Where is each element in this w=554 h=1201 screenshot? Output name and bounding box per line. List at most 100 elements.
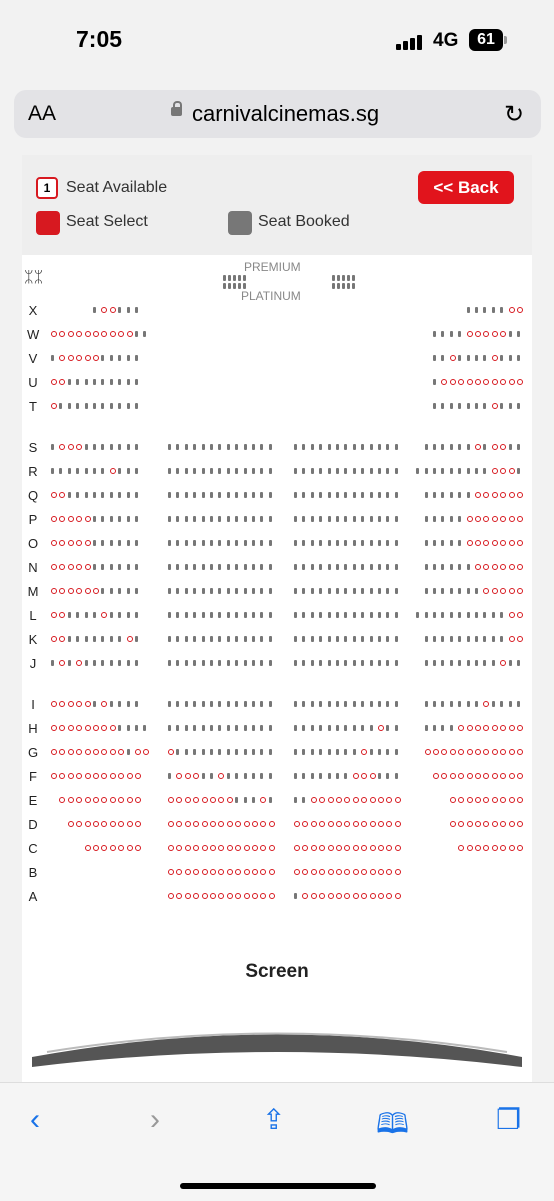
seat-available[interactable] — [235, 869, 242, 875]
seat-available[interactable] — [302, 821, 309, 827]
seat-available[interactable] — [176, 845, 183, 851]
seat-available[interactable] — [449, 773, 456, 779]
seat-available[interactable] — [59, 564, 66, 570]
seat-available[interactable] — [135, 773, 141, 779]
seat-available[interactable] — [441, 379, 448, 385]
seat-available[interactable] — [319, 797, 326, 803]
seat-available[interactable] — [508, 588, 515, 594]
seat-available[interactable] — [500, 379, 507, 385]
seat-available[interactable] — [336, 869, 342, 875]
seat-available[interactable] — [500, 773, 507, 779]
seat-available[interactable] — [51, 564, 57, 570]
url-text[interactable]: carnivalcinemas.sg — [192, 101, 380, 126]
seat-available[interactable] — [386, 893, 393, 899]
seat-available[interactable] — [84, 749, 91, 755]
seat-available[interactable] — [319, 869, 326, 875]
seat-available[interactable] — [101, 749, 108, 755]
seat-available[interactable] — [319, 845, 326, 851]
seat-available[interactable] — [508, 612, 515, 618]
seat-available[interactable] — [218, 845, 225, 851]
seat-available[interactable] — [517, 821, 523, 827]
seat-available[interactable] — [483, 588, 490, 594]
seat-available[interactable] — [508, 468, 515, 474]
seat-available[interactable] — [59, 444, 66, 450]
seat-available[interactable] — [93, 725, 99, 731]
seat-available[interactable] — [517, 749, 523, 755]
seat-available[interactable] — [210, 893, 216, 899]
seat-available[interactable] — [268, 821, 275, 827]
seat-available[interactable] — [268, 893, 275, 899]
seat-available[interactable] — [336, 797, 342, 803]
seat-available[interactable] — [101, 773, 108, 779]
seat-available[interactable] — [500, 564, 507, 570]
seat-available[interactable] — [433, 773, 439, 779]
seat-available[interactable] — [84, 725, 91, 731]
seat-available[interactable] — [260, 797, 267, 803]
seat-available[interactable] — [109, 307, 116, 313]
seat-available[interactable] — [369, 845, 376, 851]
seat-available[interactable] — [466, 331, 473, 337]
seat-available[interactable] — [449, 749, 456, 755]
seat-available[interactable] — [101, 701, 108, 707]
seat-available[interactable] — [168, 821, 174, 827]
seat-available[interactable] — [168, 749, 174, 755]
seat-available[interactable] — [294, 869, 300, 875]
seat-available[interactable] — [483, 540, 490, 546]
seat-available[interactable] — [491, 749, 498, 755]
seat-available[interactable] — [336, 821, 342, 827]
seat-available[interactable] — [243, 869, 250, 875]
seat-available[interactable] — [458, 821, 465, 827]
seat-available[interactable] — [394, 845, 401, 851]
seat-available[interactable] — [327, 797, 334, 803]
seat-available[interactable] — [475, 540, 481, 546]
seat-available[interactable] — [243, 821, 250, 827]
seat-available[interactable] — [517, 588, 523, 594]
seat-available[interactable] — [500, 845, 507, 851]
seat-available[interactable] — [67, 773, 74, 779]
seat-available[interactable] — [352, 869, 359, 875]
seat-available[interactable] — [93, 845, 99, 851]
seat-available[interactable] — [67, 331, 74, 337]
seat-available[interactable] — [508, 636, 515, 642]
seat-available[interactable] — [517, 307, 523, 313]
seat-available[interactable] — [508, 749, 515, 755]
seat-available[interactable] — [517, 540, 523, 546]
seat-available[interactable] — [93, 797, 99, 803]
seat-available[interactable] — [193, 869, 200, 875]
seat-available[interactable] — [101, 725, 108, 731]
seat-available[interactable] — [201, 893, 208, 899]
seat-available[interactable] — [243, 893, 250, 899]
seat-available[interactable] — [361, 797, 368, 803]
seat-available[interactable] — [352, 773, 359, 779]
seat-available[interactable] — [210, 797, 216, 803]
seat-available[interactable] — [93, 588, 99, 594]
seat-available[interactable] — [517, 492, 523, 498]
seat-available[interactable] — [193, 845, 200, 851]
seat-available[interactable] — [93, 773, 99, 779]
seat-available[interactable] — [517, 636, 523, 642]
seat-available[interactable] — [76, 660, 83, 666]
seat-available[interactable] — [361, 749, 368, 755]
seat-available[interactable] — [491, 331, 498, 337]
seat-available[interactable] — [59, 588, 66, 594]
seat-available[interactable] — [93, 355, 99, 361]
seat-available[interactable] — [84, 821, 91, 827]
seat-available[interactable] — [517, 797, 523, 803]
seat-available[interactable] — [508, 845, 515, 851]
seat-available[interactable] — [508, 492, 515, 498]
seat-available[interactable] — [491, 797, 498, 803]
seat-available[interactable] — [483, 379, 490, 385]
seat-available[interactable] — [184, 869, 191, 875]
seat-available[interactable] — [76, 821, 83, 827]
seat-available[interactable] — [361, 773, 368, 779]
seat-available[interactable] — [475, 444, 481, 450]
seat-available[interactable] — [51, 725, 57, 731]
seat-available[interactable] — [369, 797, 376, 803]
share-icon[interactable]: ⇪ — [262, 1104, 286, 1135]
seat-available[interactable] — [51, 331, 57, 337]
seat-available[interactable] — [51, 403, 57, 409]
seat-available[interactable] — [449, 821, 456, 827]
seat-available[interactable] — [59, 516, 66, 522]
seat-available[interactable] — [67, 516, 74, 522]
seat-available[interactable] — [336, 893, 342, 899]
